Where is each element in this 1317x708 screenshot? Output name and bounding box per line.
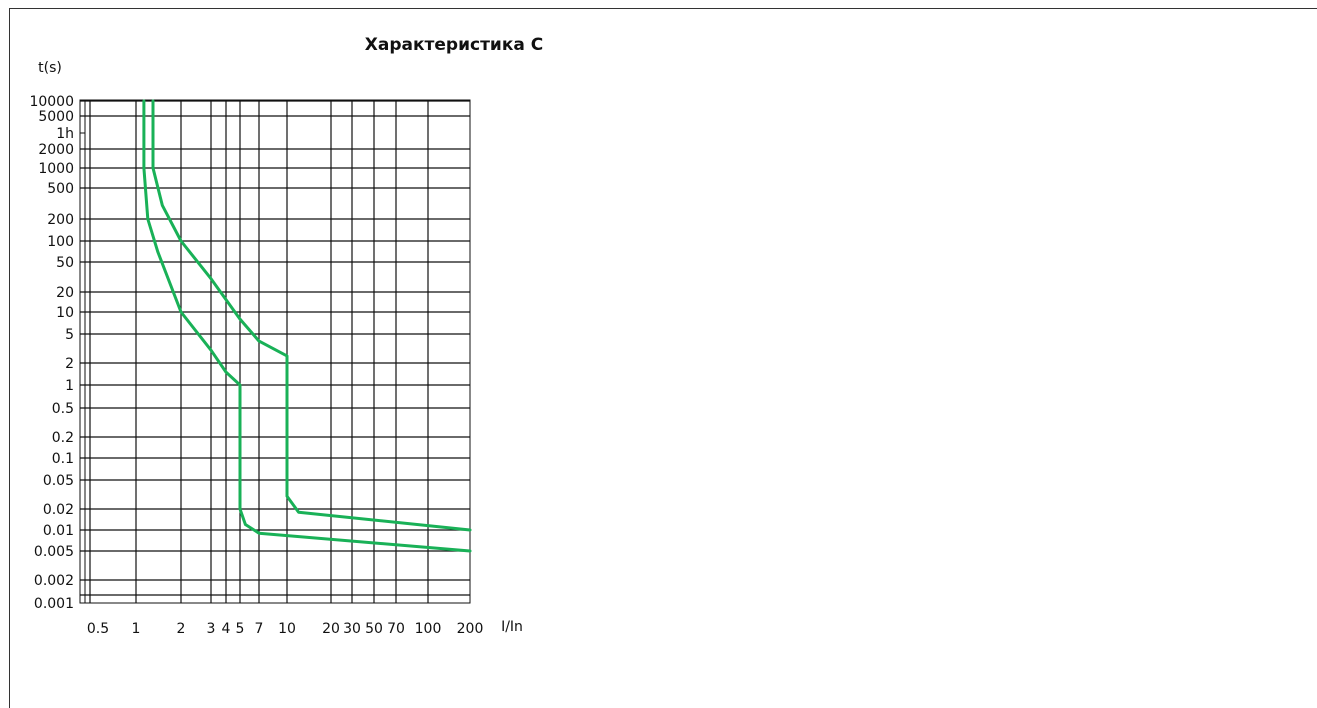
tripping-characteristic-chart: Характеристика C t(s) I/In 1000050001h20… bbox=[29, 35, 543, 637]
y-tick-label: 0.002 bbox=[34, 573, 74, 589]
y-tick-label: 0.02 bbox=[43, 502, 74, 518]
x-tick-label: 50 bbox=[365, 621, 383, 637]
curve-lower bbox=[142, 99, 472, 553]
x-axis-label: I/In bbox=[501, 619, 523, 635]
x-tick-label: 3 bbox=[207, 621, 216, 637]
y-tick-label: 5000 bbox=[38, 109, 74, 125]
x-tick-label: 100 bbox=[415, 621, 442, 637]
x-tick-label: 4 bbox=[222, 621, 231, 637]
chart-title: Характеристика C bbox=[365, 35, 543, 55]
chart-frame bbox=[9, 8, 1317, 708]
x-tick-label: 1 bbox=[132, 621, 141, 637]
x-tick-label: 200 bbox=[457, 621, 484, 637]
y-tick-label: 10000 bbox=[29, 94, 74, 110]
y-tick-label: 2 bbox=[65, 356, 74, 372]
y-tick-label: 100 bbox=[47, 234, 74, 250]
y-tick-label: 500 bbox=[47, 181, 74, 197]
x-tick-label: 0.5 bbox=[87, 621, 109, 637]
y-tick-label: 0.01 bbox=[43, 523, 74, 539]
x-tick-label: 2 bbox=[177, 621, 186, 637]
y-tick-label: 1 bbox=[65, 378, 74, 394]
x-tick-label: 10 bbox=[278, 621, 296, 637]
y-tick-label: 10 bbox=[56, 305, 74, 321]
y-tick-label: 0.1 bbox=[52, 451, 74, 467]
x-tick-label: 7 bbox=[255, 621, 264, 637]
curves bbox=[142, 99, 472, 553]
plot-border bbox=[79, 99, 471, 604]
x-tick-label: 70 bbox=[387, 621, 405, 637]
y-tick-label: 0.05 bbox=[43, 473, 74, 489]
y-axis-label: t(s) bbox=[38, 60, 62, 76]
x-tick-label: 30 bbox=[343, 621, 361, 637]
y-tick-label: 20 bbox=[56, 285, 74, 301]
x-tick-labels: 0.5 1 2 3 4 5 7 10 20 30 50 70 100 200 bbox=[87, 621, 484, 637]
y-tick-label: 1h bbox=[56, 126, 74, 142]
y-tick-label: 0.2 bbox=[52, 430, 74, 446]
grid bbox=[79, 99, 471, 604]
y-tick-label: 2000 bbox=[38, 142, 74, 158]
y-tick-label: 50 bbox=[56, 255, 74, 271]
y-tick-label: 0.5 bbox=[52, 401, 74, 417]
curve-upper bbox=[151, 99, 472, 532]
y-tick-label: 0.001 bbox=[34, 596, 74, 612]
y-tick-label: 1000 bbox=[38, 161, 74, 177]
x-tick-label: 5 bbox=[236, 621, 245, 637]
x-tick-label: 20 bbox=[322, 621, 340, 637]
y-tick-label: 5 bbox=[65, 327, 74, 343]
y-tick-label: 0.005 bbox=[34, 544, 74, 560]
y-tick-label: 200 bbox=[47, 212, 74, 228]
